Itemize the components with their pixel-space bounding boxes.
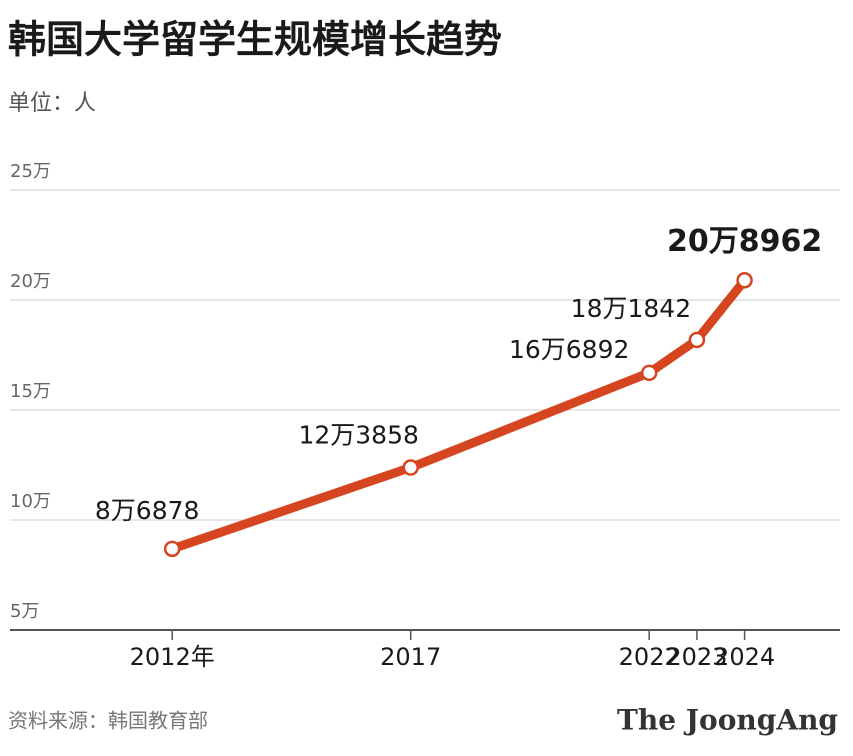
- point: [163, 540, 181, 558]
- brand: The JoongAng: [617, 704, 838, 737]
- source: 资料来源：韩国教育部: [8, 709, 208, 733]
- y-tick-label: 25万: [10, 161, 51, 182]
- point: [402, 459, 419, 476]
- point: [688, 331, 706, 349]
- chart-title: 韩国大学留学生规模增长趋势: [8, 18, 502, 62]
- data-label: 16万6892: [509, 335, 629, 364]
- x-tick-label: 2017: [380, 643, 441, 671]
- y-tick-label: 10万: [10, 491, 51, 512]
- data-label: 12万3858: [298, 421, 418, 450]
- point: [736, 272, 753, 289]
- y-tick-label: 5万: [10, 601, 39, 622]
- x-tick-label: 2012年: [130, 643, 215, 671]
- data-label: 8万6878: [95, 496, 200, 525]
- x-tick-label: 2022: [619, 643, 680, 671]
- y-tick-label: 20万: [10, 271, 51, 292]
- x-tick-label: 2024: [714, 643, 775, 671]
- data-label: 18万1842: [571, 294, 691, 323]
- data-label: 20万8962: [667, 224, 822, 259]
- point: [640, 364, 658, 382]
- y-tick-label: 15万: [10, 381, 51, 402]
- unit-label: 单位：人: [8, 91, 96, 116]
- x-tick-label: 2023: [666, 643, 727, 671]
